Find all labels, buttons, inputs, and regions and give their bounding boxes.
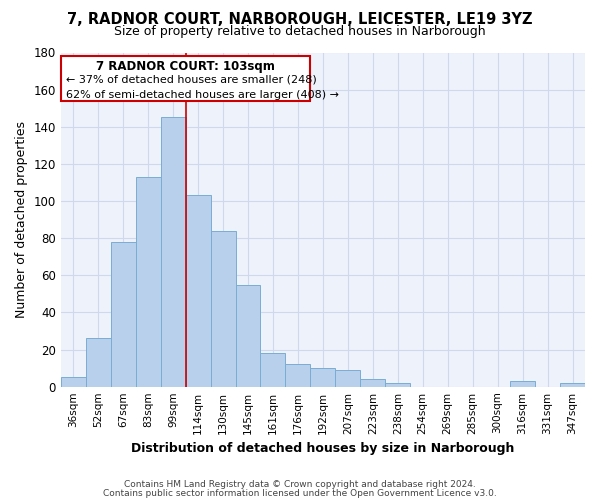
Bar	[211, 230, 236, 386]
Text: Contains public sector information licensed under the Open Government Licence v3: Contains public sector information licen…	[103, 489, 497, 498]
Bar	[111, 242, 136, 386]
Bar	[361, 380, 385, 386]
Text: 7, RADNOR COURT, NARBOROUGH, LEICESTER, LE19 3YZ: 7, RADNOR COURT, NARBOROUGH, LEICESTER, …	[67, 12, 533, 28]
FancyBboxPatch shape	[61, 56, 310, 101]
Bar	[260, 354, 286, 386]
Bar	[560, 383, 585, 386]
Text: Contains HM Land Registry data © Crown copyright and database right 2024.: Contains HM Land Registry data © Crown c…	[124, 480, 476, 489]
Bar	[185, 196, 211, 386]
Bar	[161, 118, 185, 386]
Bar	[286, 364, 310, 386]
Text: 62% of semi-detached houses are larger (408) →: 62% of semi-detached houses are larger (…	[66, 90, 339, 100]
X-axis label: Distribution of detached houses by size in Narborough: Distribution of detached houses by size …	[131, 442, 515, 455]
Bar	[510, 381, 535, 386]
Bar	[385, 383, 410, 386]
Bar	[236, 284, 260, 386]
Bar	[61, 378, 86, 386]
Bar	[335, 370, 361, 386]
Y-axis label: Number of detached properties: Number of detached properties	[15, 121, 28, 318]
Bar	[136, 177, 161, 386]
Bar	[86, 338, 111, 386]
Text: 7 RADNOR COURT: 103sqm: 7 RADNOR COURT: 103sqm	[96, 60, 275, 73]
Text: Size of property relative to detached houses in Narborough: Size of property relative to detached ho…	[114, 25, 486, 38]
Text: ← 37% of detached houses are smaller (248): ← 37% of detached houses are smaller (24…	[66, 75, 317, 85]
Bar	[310, 368, 335, 386]
